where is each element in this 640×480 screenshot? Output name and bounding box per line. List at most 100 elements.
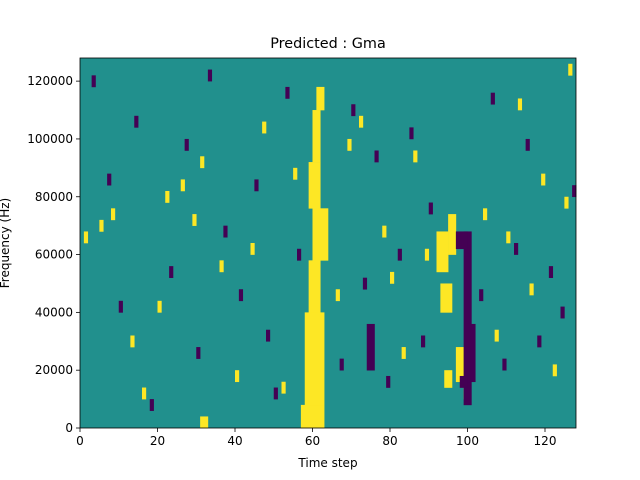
high-cell bbox=[413, 150, 418, 163]
y-tick-label: 100000 bbox=[27, 132, 73, 146]
x-tick-label: 20 bbox=[150, 434, 165, 448]
high-cell bbox=[552, 364, 557, 377]
low-cell bbox=[386, 375, 391, 388]
x-axis: 0 20 40 60 80 100 120 bbox=[76, 428, 556, 448]
y-tick-label: 20000 bbox=[35, 363, 73, 377]
low-cell bbox=[421, 335, 426, 348]
low-cell bbox=[169, 266, 174, 278]
y-tick-label: 0 bbox=[65, 421, 73, 435]
low-cell bbox=[254, 179, 259, 192]
low-region bbox=[459, 375, 468, 388]
low-cell bbox=[428, 202, 433, 215]
high-cell bbox=[165, 190, 170, 203]
high-cell bbox=[390, 271, 395, 284]
low-cell bbox=[196, 347, 201, 359]
y-tick-label: 80000 bbox=[35, 190, 73, 204]
plot-frame bbox=[79, 57, 577, 429]
high-cell bbox=[529, 283, 534, 296]
high-region bbox=[308, 162, 321, 209]
low-cell bbox=[572, 185, 577, 198]
high-cell bbox=[262, 121, 267, 134]
low-cell bbox=[409, 127, 414, 140]
low-region bbox=[366, 323, 375, 371]
high-cell bbox=[83, 231, 89, 244]
low-cell bbox=[514, 243, 519, 255]
low-cell bbox=[107, 173, 112, 186]
low-cell bbox=[118, 300, 123, 313]
y-tick-label: 120000 bbox=[27, 74, 73, 88]
y-axis: 0 20000 40000 60000 80000 100000 120000 bbox=[27, 74, 80, 435]
low-cell bbox=[537, 335, 542, 348]
high-region bbox=[440, 283, 453, 313]
high-region bbox=[444, 370, 453, 388]
x-tick-label: 0 bbox=[76, 434, 84, 448]
low-cell bbox=[184, 138, 189, 151]
low-cell bbox=[560, 306, 565, 319]
high-cell bbox=[235, 370, 240, 383]
low-region bbox=[463, 231, 472, 406]
high-cell bbox=[250, 243, 255, 255]
high-region bbox=[300, 404, 325, 429]
high-cell bbox=[347, 138, 352, 151]
high-cell bbox=[219, 260, 224, 273]
low-cell bbox=[297, 248, 302, 261]
high-cell bbox=[424, 248, 430, 261]
high-region bbox=[308, 260, 321, 313]
low-cell bbox=[351, 104, 356, 117]
low-cell bbox=[149, 399, 154, 411]
x-tick-label: 100 bbox=[456, 434, 479, 448]
high-region bbox=[316, 86, 325, 111]
high-cell bbox=[494, 329, 499, 342]
x-axis-label: Time step bbox=[297, 456, 357, 470]
y-tick-label: 40000 bbox=[35, 305, 73, 319]
high-region bbox=[200, 416, 209, 429]
low-cell bbox=[134, 115, 139, 128]
low-cell bbox=[502, 358, 507, 371]
heatmap-cells bbox=[83, 63, 577, 429]
high-region bbox=[304, 312, 325, 406]
high-region bbox=[448, 214, 457, 255]
high-cell bbox=[382, 225, 387, 238]
high-cell bbox=[142, 387, 147, 400]
high-region bbox=[455, 347, 464, 383]
high-region bbox=[312, 208, 329, 261]
low-cell bbox=[490, 92, 495, 105]
low-cell bbox=[374, 150, 379, 163]
low-cell bbox=[285, 86, 290, 99]
x-tick-label: 120 bbox=[534, 434, 557, 448]
low-cell bbox=[525, 138, 530, 151]
high-cell bbox=[564, 196, 569, 209]
high-cell bbox=[281, 381, 286, 394]
low-cell bbox=[266, 329, 271, 342]
high-cell bbox=[293, 167, 298, 180]
high-cell bbox=[517, 98, 523, 111]
y-tick-label: 60000 bbox=[35, 248, 73, 262]
high-cell bbox=[157, 300, 162, 313]
x-tick-label: 80 bbox=[382, 434, 397, 448]
low-cell bbox=[273, 387, 278, 400]
low-cell bbox=[223, 225, 228, 238]
low-cell bbox=[238, 289, 244, 302]
high-region bbox=[312, 110, 321, 163]
low-cell bbox=[91, 75, 96, 88]
high-cell bbox=[335, 289, 340, 302]
y-axis-label: Frequency (Hz) bbox=[0, 198, 12, 289]
chart-title: Predicted : Gma bbox=[270, 36, 386, 52]
low-cell bbox=[207, 69, 213, 82]
low-cell bbox=[397, 248, 402, 261]
high-cell bbox=[506, 231, 511, 244]
low-cell bbox=[339, 358, 344, 371]
low-cell bbox=[548, 266, 554, 278]
high-cell bbox=[180, 179, 185, 192]
low-cell bbox=[479, 289, 484, 302]
high-cell bbox=[401, 347, 406, 359]
high-cell bbox=[111, 208, 116, 221]
low-region bbox=[467, 323, 476, 383]
low-cell bbox=[362, 277, 368, 290]
high-cell bbox=[541, 173, 546, 186]
high-cell bbox=[483, 208, 488, 221]
high-cell bbox=[192, 214, 197, 226]
high-cell bbox=[359, 115, 364, 128]
high-cell bbox=[200, 156, 205, 169]
